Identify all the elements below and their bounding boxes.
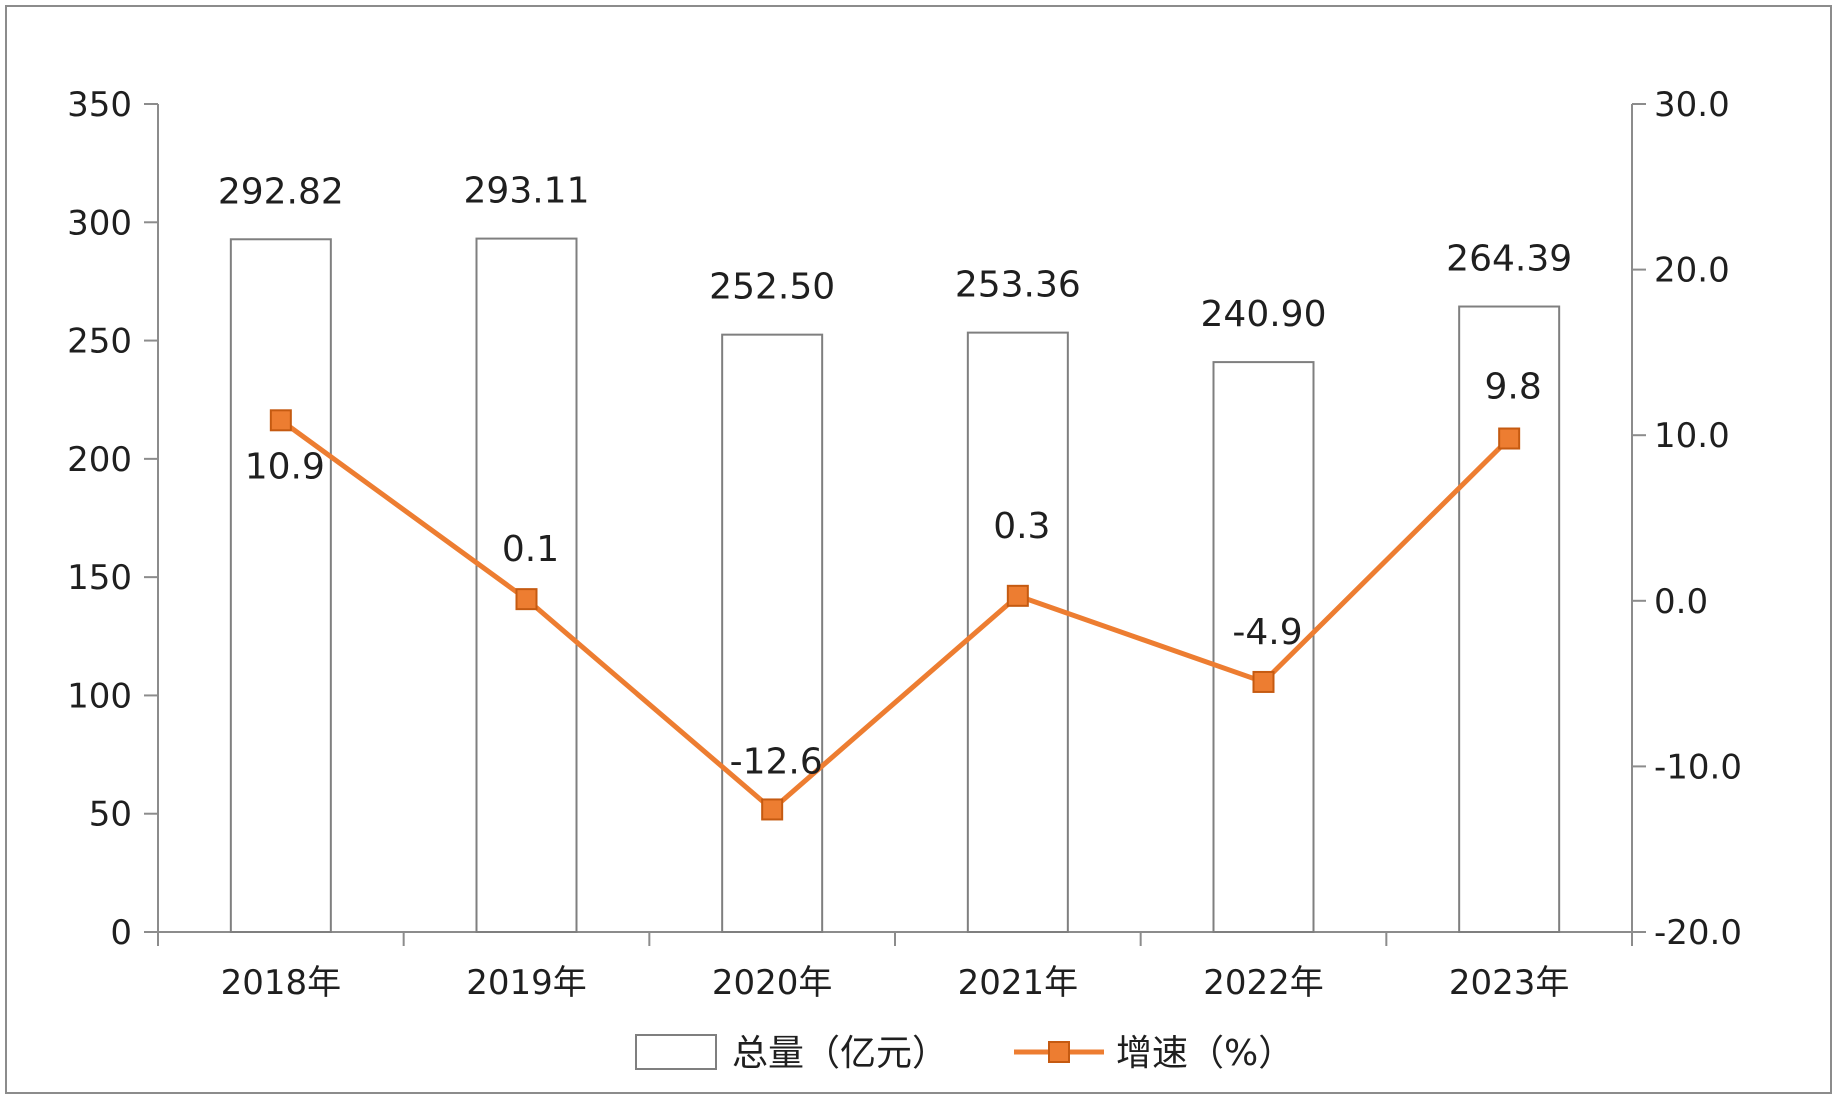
line-marker	[761, 798, 784, 821]
axes: 0 50 100 150 200 250 300 350 -20.0 -10.0 0.0 10.0 20…	[67, 85, 1742, 1003]
line-value-label: 9.8	[1485, 367, 1542, 408]
right-y-tick-label: -20.0	[1654, 913, 1742, 953]
bar-series	[229, 237, 1561, 933]
line-value-label: 0.3	[993, 506, 1050, 547]
line-series	[269, 409, 1521, 821]
line-value-label: -4.9	[1232, 612, 1302, 653]
legend-bar-swatch	[635, 1034, 717, 1070]
bar-value-label: 293.11	[464, 171, 590, 212]
bar-value-label: 240.90	[1201, 294, 1327, 335]
right-y-tick-label: 30.0	[1654, 85, 1730, 125]
bar	[475, 237, 578, 933]
legend-bar-label: 总量（亿元）	[732, 1033, 948, 1074]
left-y-tick-label: 150	[67, 558, 132, 598]
bar	[721, 333, 824, 933]
left-y-tick-label: 350	[67, 85, 132, 125]
x-tick-label: 2019年	[466, 963, 587, 1003]
line-marker	[269, 409, 292, 432]
line-marker	[1006, 584, 1029, 607]
left-y-tick-label: 100	[67, 676, 132, 716]
x-tick-label: 2021年	[958, 963, 1079, 1003]
legend-line-marker	[1048, 1041, 1070, 1063]
legend: 总量（亿元） 增速（%）	[635, 1033, 1294, 1074]
legend-line-label: 增速（%）	[1116, 1033, 1294, 1074]
line-data-labels: 10.9 0.1 -12.6 0.3 -4.9 9.8	[245, 367, 1542, 783]
left-y-tick-label: 200	[67, 440, 132, 480]
right-y-tick-label: -10.0	[1654, 747, 1742, 787]
right-y-tick-label: 10.0	[1654, 416, 1730, 456]
bar-value-label: 252.50	[709, 267, 835, 308]
x-tick-label: 2020年	[712, 963, 833, 1003]
left-y-tick-label: 50	[89, 795, 132, 835]
left-y-tick-label: 250	[67, 322, 132, 362]
left-y-tick-label: 300	[67, 203, 132, 243]
bar-value-label: 253.36	[955, 265, 1081, 306]
bar	[1458, 305, 1561, 933]
line-marker	[1252, 670, 1275, 693]
bar-data-labels: 292.82 293.11 252.50 253.36 240.90 264.39	[218, 171, 1572, 336]
right-y-tick-label: 0.0	[1654, 582, 1708, 622]
line-marker	[1498, 427, 1521, 450]
bar	[229, 238, 332, 933]
x-tick-label: 2023年	[1449, 963, 1570, 1003]
bar-value-label: 264.39	[1446, 239, 1572, 280]
x-tick-label: 2018年	[221, 963, 342, 1003]
line-value-label: 0.1	[502, 529, 559, 570]
growth-line	[279, 418, 1511, 812]
line-value-label: -12.6	[730, 741, 823, 782]
left-y-tick-label: 0	[110, 913, 132, 953]
right-y-tick-label: 20.0	[1654, 251, 1730, 291]
x-tick-label: 2022年	[1203, 963, 1324, 1003]
bar	[966, 331, 1069, 933]
line-marker	[515, 588, 538, 611]
bar-value-label: 292.82	[218, 171, 344, 212]
line-value-label: 10.9	[245, 446, 325, 487]
